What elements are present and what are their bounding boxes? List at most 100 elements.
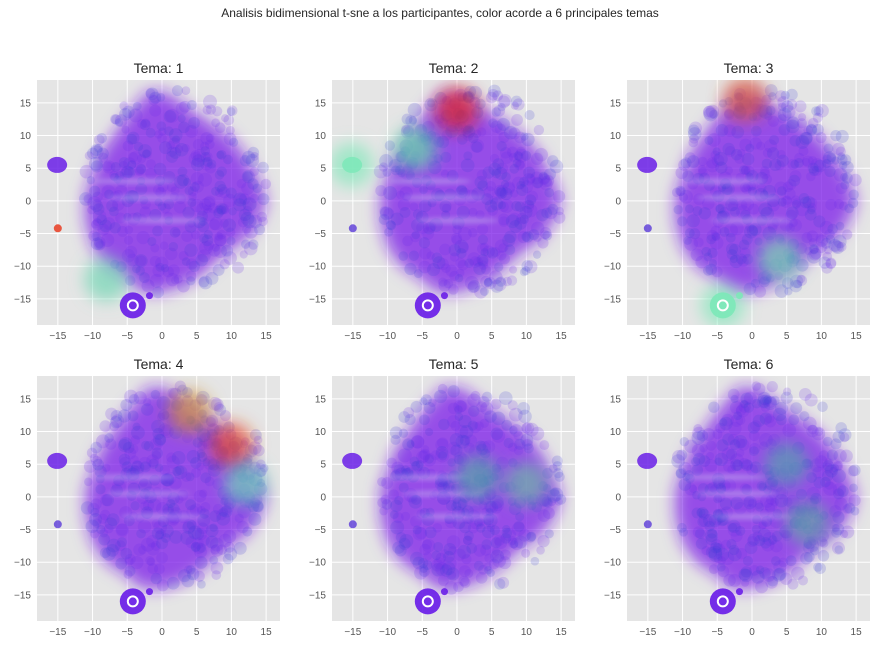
sparse-band	[696, 194, 780, 201]
data-point	[103, 523, 114, 534]
data-point	[109, 416, 123, 429]
data-point	[458, 415, 472, 429]
data-point	[121, 125, 130, 134]
data-point	[215, 509, 227, 521]
data-point	[552, 190, 566, 203]
data-point	[213, 244, 227, 258]
data-point	[146, 159, 156, 170]
data-point	[741, 459, 753, 472]
data-point	[721, 551, 735, 566]
data-point	[743, 165, 755, 177]
ring-cluster-satellite	[145, 588, 153, 596]
data-point	[252, 501, 264, 513]
data-point	[92, 217, 102, 227]
data-point	[109, 206, 119, 217]
data-point	[452, 516, 466, 530]
data-point	[481, 539, 493, 550]
subplot-title: Tema: 5	[429, 356, 479, 372]
data-point	[697, 507, 709, 518]
data-point	[239, 250, 248, 259]
data-point	[544, 206, 558, 220]
data-point	[403, 407, 415, 419]
x-tick-label: 15	[851, 627, 863, 638]
sparse-band	[710, 513, 794, 520]
data-point	[747, 498, 757, 508]
data-point	[150, 572, 162, 585]
data-point	[440, 549, 450, 559]
data-point	[730, 221, 744, 236]
data-point	[475, 572, 488, 584]
data-point	[377, 497, 388, 508]
data-point	[824, 464, 838, 478]
data-point	[770, 395, 780, 406]
data-point	[163, 110, 177, 123]
data-point	[442, 480, 455, 492]
data-point	[729, 206, 740, 217]
data-point	[760, 402, 771, 412]
data-point	[754, 237, 763, 246]
data-point	[498, 93, 512, 107]
data-point	[824, 246, 833, 255]
subplot-title: Tema: 6	[724, 356, 774, 372]
data-point	[809, 458, 824, 473]
data-point	[684, 228, 695, 239]
data-point	[507, 536, 517, 546]
data-point	[406, 440, 415, 449]
data-point	[381, 477, 394, 490]
data-point	[514, 201, 526, 212]
x-tick-label: 5	[489, 627, 495, 638]
data-point	[496, 162, 509, 174]
data-point	[450, 444, 463, 457]
data-point	[695, 537, 708, 550]
data-point	[832, 511, 845, 524]
data-point	[79, 192, 93, 206]
data-point	[196, 522, 209, 535]
data-point	[253, 444, 265, 457]
highlight-cluster	[84, 257, 129, 302]
x-tick-label: 0	[159, 331, 165, 342]
data-point	[97, 223, 110, 236]
data-point	[202, 458, 211, 467]
data-point	[143, 499, 155, 511]
data-point	[508, 425, 518, 435]
data-point	[91, 220, 100, 229]
data-point	[147, 237, 157, 247]
data-point	[86, 176, 95, 185]
data-point	[537, 237, 549, 249]
data-point	[721, 413, 734, 427]
data-point	[848, 189, 859, 200]
data-point	[123, 157, 137, 171]
data-point	[782, 387, 792, 396]
data-point	[167, 182, 177, 193]
data-point	[769, 158, 782, 171]
data-point	[86, 147, 99, 160]
data-point	[692, 426, 706, 440]
data-point	[693, 237, 704, 248]
data-point	[237, 217, 249, 228]
data-point	[751, 381, 762, 391]
data-point	[165, 273, 180, 287]
x-tick-label: 0	[749, 627, 755, 638]
data-point	[735, 405, 747, 416]
main-cluster	[85, 91, 267, 293]
data-point	[733, 411, 742, 421]
data-point	[476, 169, 488, 181]
data-point	[152, 264, 165, 277]
data-point	[132, 459, 142, 470]
x-tick-label: 5	[194, 627, 200, 638]
data-point	[464, 530, 474, 541]
data-point	[810, 546, 820, 556]
data-point	[691, 464, 704, 476]
sparse-band	[106, 490, 190, 497]
data-point	[479, 418, 490, 428]
data-point	[502, 276, 512, 287]
data-point	[759, 412, 772, 425]
data-point	[834, 545, 844, 554]
data-point	[513, 430, 524, 441]
data-point	[537, 534, 550, 548]
data-point	[752, 414, 766, 428]
data-point	[474, 175, 488, 189]
data-point	[140, 501, 150, 511]
data-point	[502, 181, 516, 194]
